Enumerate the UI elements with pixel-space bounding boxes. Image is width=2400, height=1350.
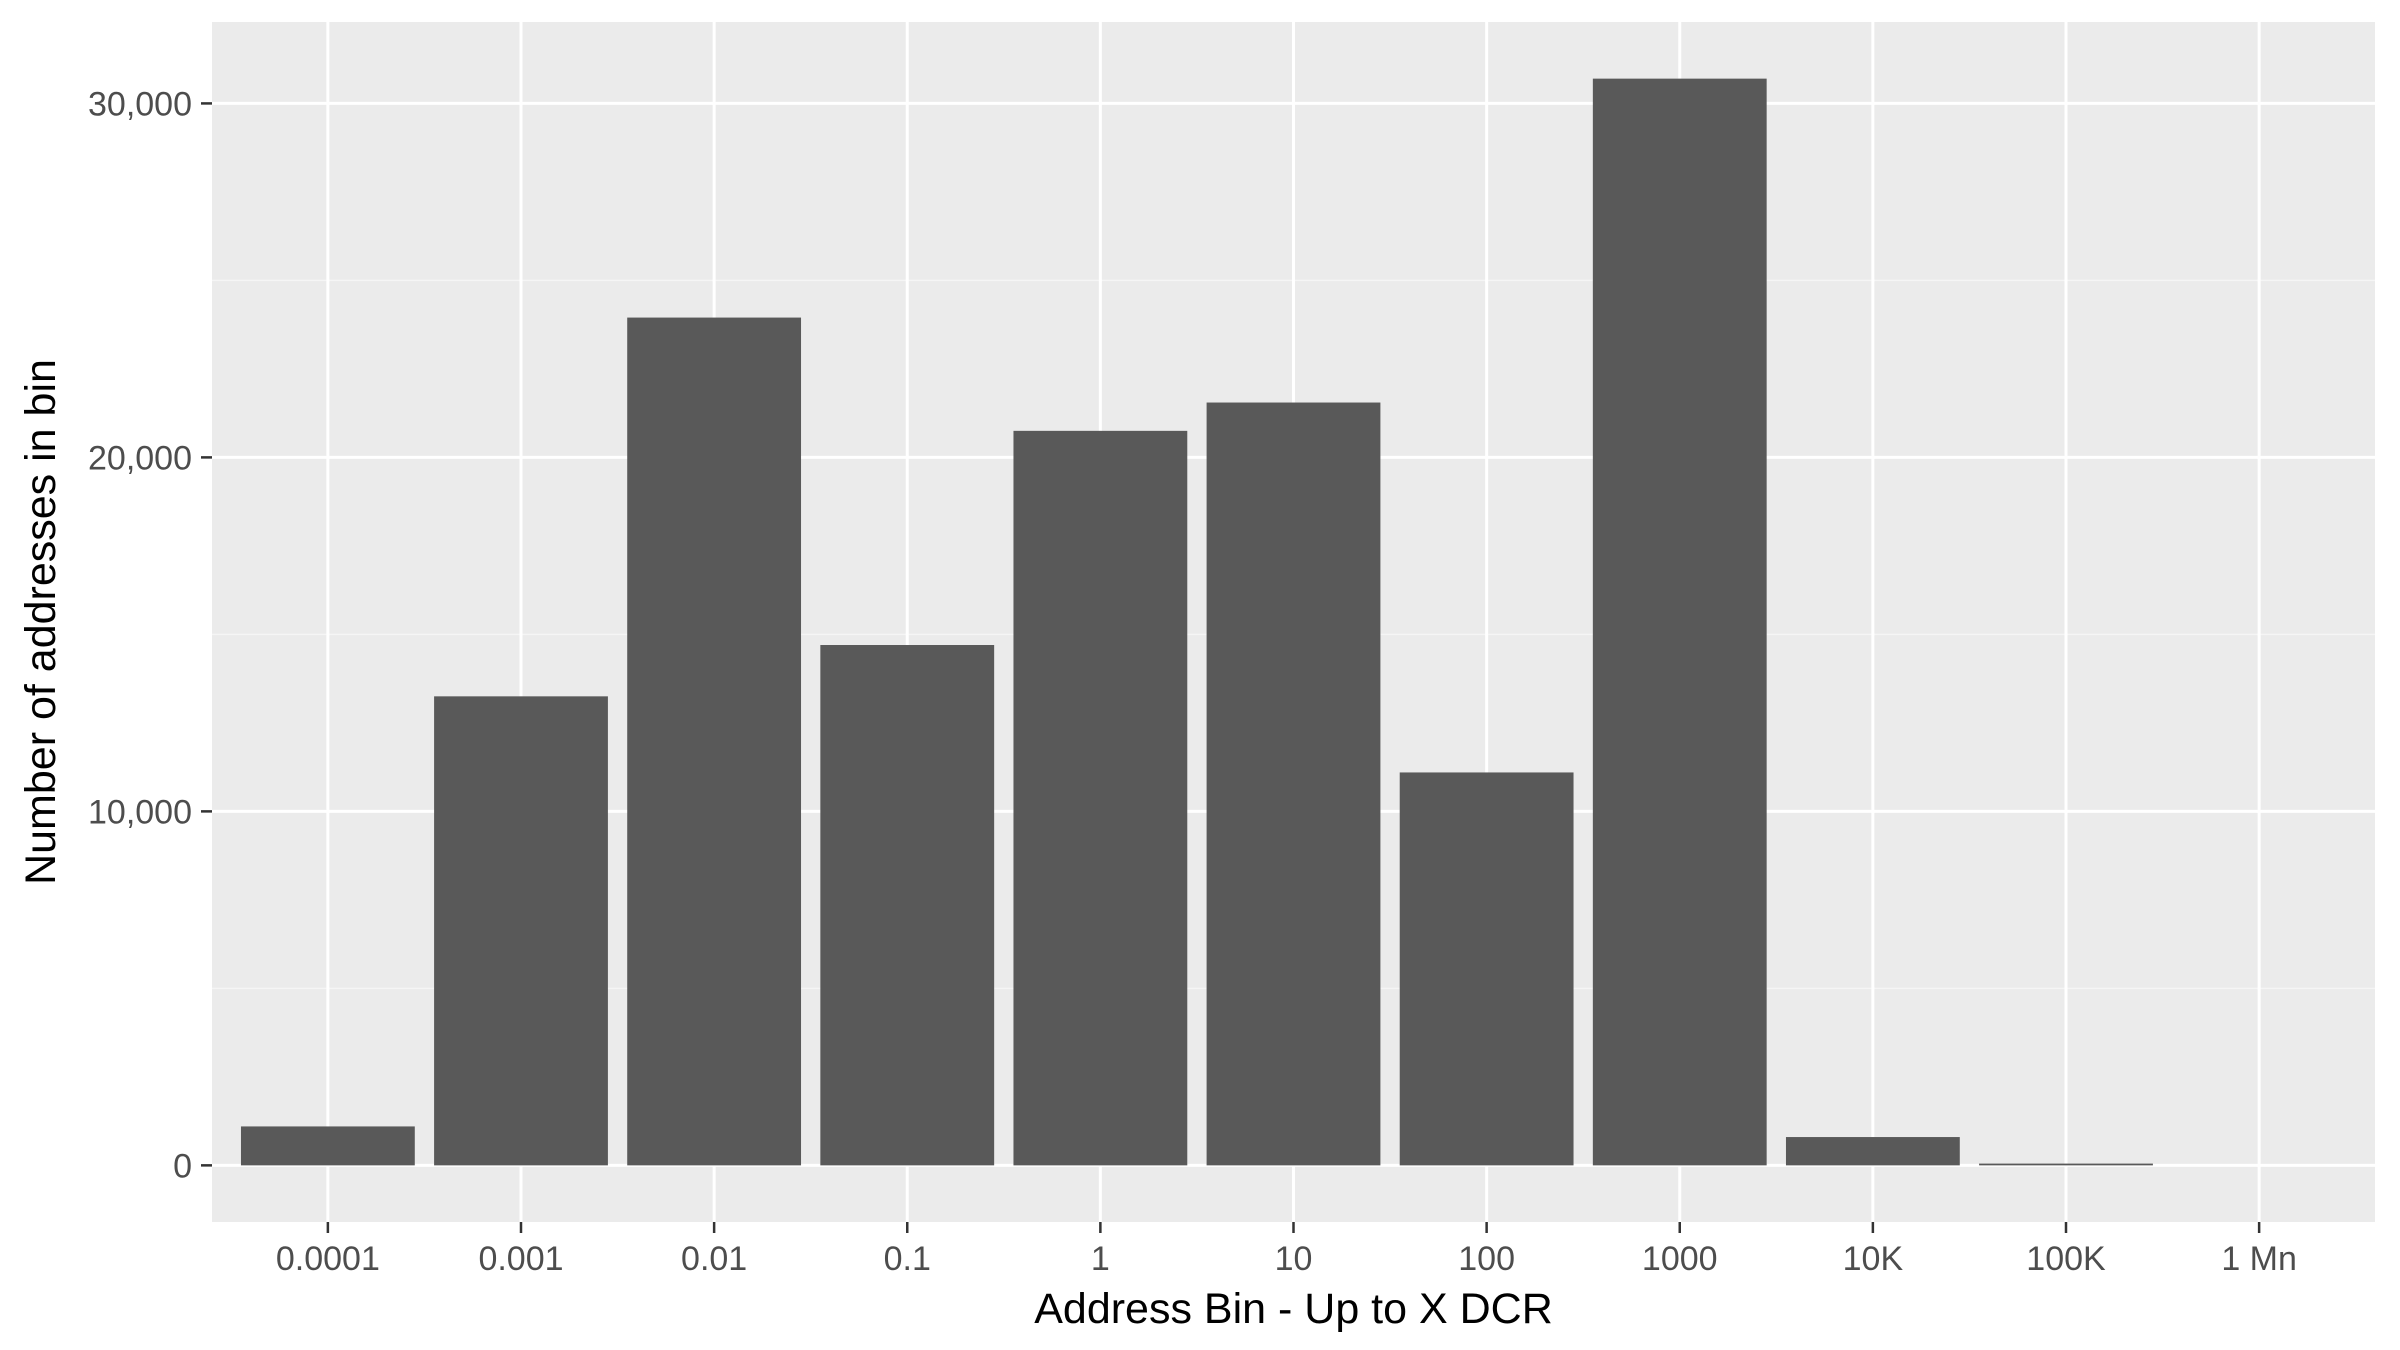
- x-tick-label: 10K: [1843, 1240, 1904, 1278]
- bar: [434, 696, 608, 1166]
- y-tick-label: 30,000: [88, 85, 192, 123]
- bar: [820, 645, 995, 1166]
- x-tick-label: 100K: [2026, 1240, 2106, 1278]
- bar: [1592, 78, 1767, 1166]
- y-tick-label: 0: [173, 1147, 192, 1185]
- y-axis-title: Number of addresses in bin: [17, 359, 65, 885]
- bar: [1013, 430, 1188, 1166]
- y-tick-label: 20,000: [88, 439, 192, 477]
- bar: [1206, 402, 1381, 1166]
- x-tick-label: 0.01: [681, 1240, 747, 1278]
- x-axis-title: Address Bin - Up to X DCR: [1034, 1285, 1553, 1333]
- y-tick-label: 10,000: [88, 793, 192, 831]
- bar: [1979, 1163, 2153, 1166]
- x-tick-label: 1000: [1642, 1240, 1718, 1278]
- bar: [240, 1126, 415, 1166]
- bar: [627, 317, 802, 1166]
- x-tick-label: 10: [1275, 1240, 1313, 1278]
- x-axis: 0.0001 0.001 0.01 0.1 1 10 100 1000 10K 100K 1 Mn: [276, 1222, 2297, 1278]
- x-tick-label: 0.0001: [276, 1240, 380, 1278]
- bars: [240, 78, 2153, 1166]
- bar: [1785, 1137, 1960, 1166]
- x-tick-label: 1: [1091, 1240, 1110, 1278]
- x-tick-label: 100: [1458, 1240, 1515, 1278]
- x-tick-label: 0.1: [884, 1240, 931, 1278]
- y-axis: 0 10,000 20,000 30,000: [88, 85, 212, 1185]
- x-tick-label: 1 Mn: [2221, 1240, 2297, 1278]
- x-tick-label: 0.001: [478, 1240, 563, 1278]
- bar: [1399, 772, 1574, 1166]
